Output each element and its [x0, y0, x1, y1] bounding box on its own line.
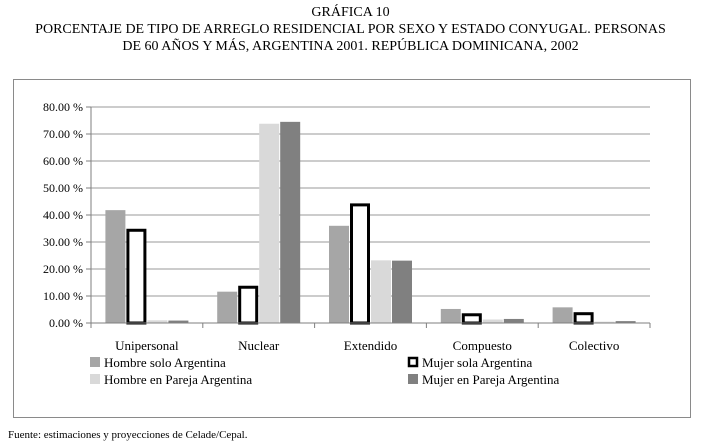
bar-colectivo-series-1	[552, 307, 573, 323]
y-tick-label: 30.00 %	[43, 235, 83, 249]
bar-nuclear-series-3	[259, 123, 280, 324]
bar-compuesto-series-4	[503, 318, 524, 323]
bar-nuclear-series-2	[238, 285, 259, 325]
y-tick-label: 70.00 %	[43, 127, 83, 141]
bar-colectivo-series-4	[615, 321, 636, 323]
bar-extendido-series-1	[329, 225, 349, 323]
bar-compuesto-series-1	[440, 308, 461, 323]
bar-compuesto-series-3	[482, 319, 503, 323]
chart-titles: GRÁFICA 10 PORCENTAJE DE TIPO DE ARREGLO…	[0, 4, 701, 55]
bar-nuclear-series-1	[217, 291, 238, 323]
x-tick-label-unipersonal: Unipersonal	[115, 338, 179, 353]
figure-label: GRÁFICA 10	[311, 5, 390, 20]
chart-title-line-2: DE 60 AÑOS Y MÁS, ARGENTINA 2001. REPÚBL…	[122, 39, 579, 54]
y-tick-label: 40.00 %	[43, 208, 83, 222]
legend-swatch-4	[408, 374, 418, 384]
chart-title-line-1: PORCENTAJE DE TIPO DE ARREGLO RESIDENCIA…	[35, 22, 666, 37]
legend-label-2: Mujer sola Argentina	[422, 355, 532, 370]
bar-compuesto-series-2	[461, 313, 482, 325]
bar-colectivo-series-3	[594, 321, 615, 323]
bar-extendido-series-3	[371, 260, 391, 323]
x-tick-label-nuclear: Nuclear	[238, 338, 280, 353]
bar-unipersonal-series-2	[126, 228, 147, 325]
y-tick-label: 60.00 %	[43, 154, 83, 168]
bar-colectivo-series-2	[573, 312, 594, 325]
bar-unipersonal-series-4	[168, 320, 189, 323]
legend-label-3: Hombre en Pareja Argentina	[104, 372, 252, 387]
legend-label-4: Mujer en Pareja Argentina	[422, 372, 560, 387]
bar-unipersonal-series-1	[105, 210, 126, 323]
chart-frame	[13, 79, 691, 418]
y-tick-label: 20.00 %	[43, 262, 83, 276]
bar-extendido-series-4	[392, 260, 412, 323]
legend-swatch-2	[407, 356, 419, 368]
bar-nuclear-series-4	[280, 121, 301, 323]
bar-unipersonal-series-3	[147, 320, 168, 323]
bar-extendido-series-2	[350, 203, 370, 325]
x-tick-label-compuesto: Compuesto	[453, 338, 512, 353]
legend-swatch-3	[90, 374, 100, 384]
y-tick-label: 10.00 %	[43, 289, 83, 303]
legend-swatch-1	[90, 357, 100, 367]
legend-label-1: Hombre solo Argentina	[104, 355, 226, 370]
source-note: Fuente: estimaciones y proyecciones de C…	[8, 429, 248, 441]
y-tick-label: 80.00 %	[43, 100, 83, 114]
x-tick-label-colectivo: Colectivo	[569, 338, 620, 353]
y-tick-label: 0.00 %	[49, 316, 83, 330]
y-tick-label: 50.00 %	[43, 181, 83, 195]
x-tick-label-extendido: Extendido	[344, 338, 397, 353]
